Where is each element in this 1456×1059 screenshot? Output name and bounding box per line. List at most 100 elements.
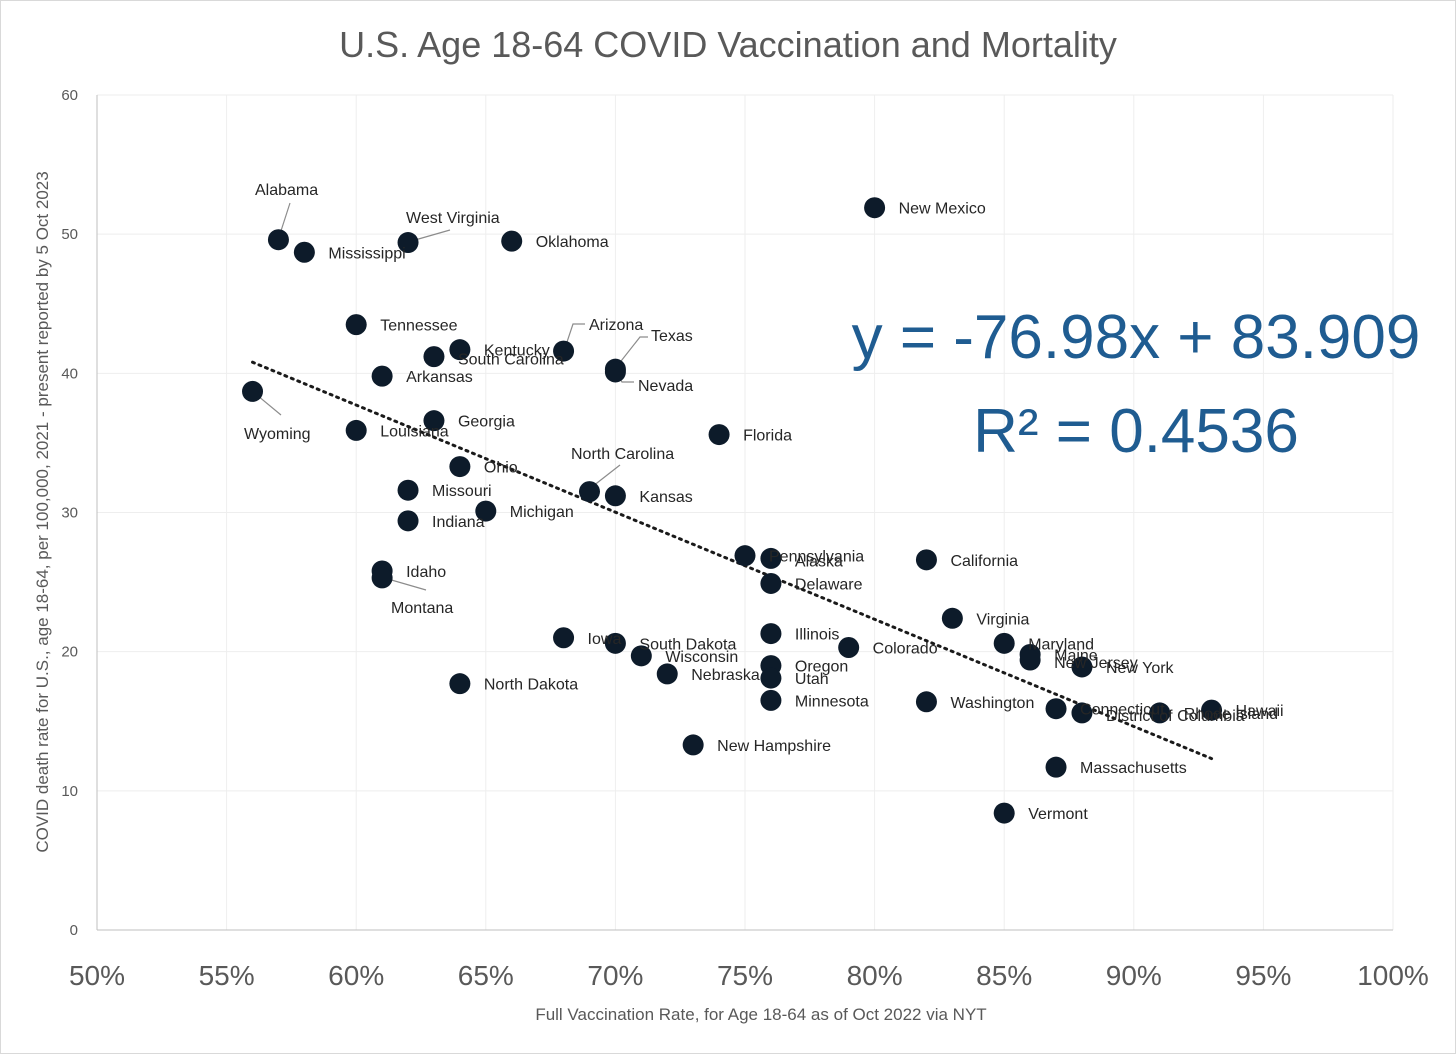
- trendline: [251, 360, 1214, 761]
- point-label-illinois: Illinois: [795, 627, 839, 644]
- point-label-ohio: Ohio: [484, 460, 518, 477]
- point-label-colorado: Colorado: [873, 640, 938, 657]
- point-iowa: [553, 627, 575, 649]
- point-labels: Alabama Mississippi West Virginia Oklahoma N…: [244, 182, 1284, 823]
- point-label-washington: Washington: [950, 695, 1034, 712]
- y-axis-label: COVID death rate for U.S., age 18-64, pe…: [33, 171, 52, 852]
- y-tick-label: 50: [61, 226, 78, 243]
- point-label-new-hampshire: New Hampshire: [717, 738, 831, 755]
- point-label-oregon: Oregon: [795, 659, 848, 676]
- point-district-of-columbia: [1071, 702, 1093, 724]
- y-tick-label: 40: [61, 365, 78, 382]
- point-michigan: [475, 500, 497, 522]
- point-new-mexico: [864, 197, 886, 219]
- point-label-montana: Montana: [391, 600, 453, 617]
- r-squared-value: R² = 0.4536: [973, 397, 1299, 466]
- x-tick-label: 70%: [587, 960, 643, 991]
- point-label-connecticut: Connecticut: [1080, 702, 1165, 719]
- point-kentucky: [449, 339, 471, 361]
- x-tick-label: 55%: [199, 960, 255, 991]
- data-points: [242, 197, 1223, 824]
- x-tick-label: 85%: [976, 960, 1032, 991]
- point-kansas: [604, 485, 626, 507]
- point-georgia: [423, 410, 445, 432]
- x-tick-label: 90%: [1106, 960, 1162, 991]
- point-label-louisiana: Louisiana: [380, 423, 449, 440]
- point-label-delaware: Delaware: [795, 576, 863, 593]
- point-alaska: [760, 547, 782, 569]
- point-new-jersey: [1019, 649, 1041, 671]
- point-pennsylvania: [734, 545, 756, 567]
- point-label-virginia: Virginia: [976, 611, 1029, 628]
- point-california: [915, 549, 937, 571]
- point-tennessee: [345, 314, 367, 336]
- point-label-texas: Texas: [651, 328, 693, 345]
- point-illinois: [760, 623, 782, 645]
- point-label-kentucky: Kentucky: [484, 343, 550, 360]
- point-label-idaho: Idaho: [406, 564, 446, 581]
- leader-line-texas: [613, 336, 648, 371]
- point-label-new-york: New York: [1106, 660, 1175, 677]
- point-label-maine: Maine: [1054, 647, 1098, 664]
- point-label-north-dakota: North Dakota: [484, 677, 578, 694]
- point-wisconsin: [630, 645, 652, 667]
- point-oklahoma: [501, 230, 523, 252]
- point-label-minnesota: Minnesota: [795, 693, 869, 710]
- axes: 50% 55% 60% 65% 70% 75% 80% 85% 90% 95% 100% 0 10 20 3…: [61, 87, 1429, 991]
- point-label-tennessee: Tennessee: [380, 318, 457, 335]
- point-label-south-dakota: South Dakota: [639, 636, 736, 653]
- y-tick-label: 0: [70, 922, 78, 939]
- point-minnesota: [760, 689, 782, 711]
- y-tick-label: 10: [61, 783, 78, 800]
- point-label-missouri: Missouri: [432, 483, 492, 500]
- point-massachusetts: [1045, 756, 1067, 778]
- point-new-york: [1071, 656, 1093, 678]
- point-label-arkansas: Arkansas: [406, 369, 473, 386]
- point-label-south-carolina: South Carolina: [458, 352, 564, 369]
- point-label-new-jersey: New Jersey: [1054, 655, 1138, 672]
- x-tick-label: 65%: [458, 960, 514, 991]
- point-arkansas: [371, 365, 393, 387]
- y-tick-label: 60: [61, 87, 78, 104]
- point-label-west-virginia: West Virginia: [406, 210, 500, 227]
- point-label-district-of-columbia: District of Columbia: [1106, 708, 1245, 725]
- point-label-pennsylvania: Pennsylvania: [769, 549, 864, 566]
- gridlines: [96, 94, 1394, 931]
- x-tick-label: 50%: [69, 960, 125, 991]
- point-label-alaska: Alaska: [795, 553, 843, 570]
- point-connecticut: [1045, 698, 1067, 720]
- point-delaware: [760, 572, 782, 594]
- y-tick-label: 20: [61, 644, 78, 661]
- point-label-wyoming: Wyoming: [244, 426, 311, 443]
- point-label-hawaii: Hawaii: [1236, 703, 1284, 720]
- point-label-iowa: Iowa: [588, 631, 622, 648]
- point-utah: [760, 667, 782, 689]
- point-label-new-mexico: New Mexico: [899, 201, 986, 218]
- point-label-utah: Utah: [795, 671, 829, 688]
- x-axis-label: Full Vaccination Rate, for Age 18-64 as …: [535, 1005, 986, 1024]
- point-north-carolina: [578, 481, 600, 503]
- point-washington: [915, 691, 937, 713]
- point-virginia: [941, 607, 963, 629]
- point-south-carolina: [423, 346, 445, 368]
- point-label-rhode-island: Rhode Island: [1184, 706, 1278, 723]
- point-label-maryland: Maryland: [1028, 636, 1094, 653]
- point-label-nevada: Nevada: [638, 378, 693, 395]
- x-tick-label: 95%: [1235, 960, 1291, 991]
- point-indiana: [397, 510, 419, 532]
- leader-lines: [251, 202, 648, 591]
- point-label-north-carolina: North Carolina: [571, 446, 674, 463]
- point-new-hampshire: [682, 734, 704, 756]
- trendline-equation: y = -76.98x + 83.909: [852, 303, 1421, 372]
- point-label-wisconsin: Wisconsin: [665, 649, 738, 666]
- point-label-georgia: Georgia: [458, 414, 515, 431]
- point-montana: [371, 567, 393, 589]
- point-maryland: [993, 632, 1015, 654]
- point-vermont: [993, 802, 1015, 824]
- point-hawaii: [1201, 699, 1223, 721]
- point-louisiana: [345, 419, 367, 441]
- y-tick-label: 30: [61, 505, 78, 522]
- x-tick-label: 60%: [328, 960, 384, 991]
